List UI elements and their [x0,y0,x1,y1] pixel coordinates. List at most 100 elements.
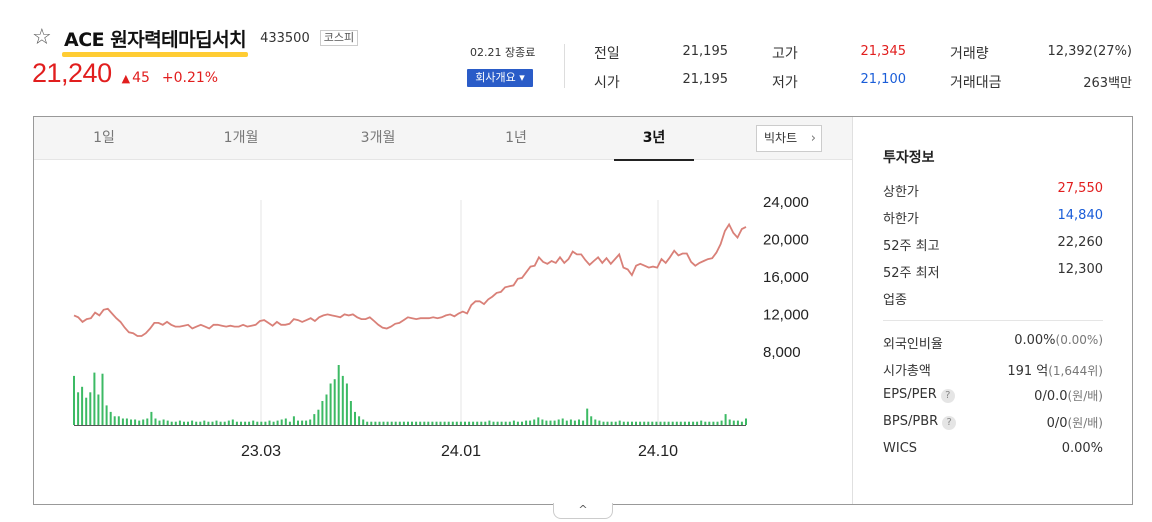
volume-bar [492,421,495,425]
volume-bar [683,421,686,425]
invest-paren: (원/배) [1067,389,1104,403]
price-change: ▲ 45 [122,70,150,86]
volume-bar [402,421,405,425]
volume-bar [162,419,165,425]
volume-bar [692,421,695,425]
invest-row-52w-low: 52주 최저 12,300 [883,256,1103,283]
invest-info: 투자정보 상한가 27,550 하한가 14,840 52주 최고 22,260 52… [883,147,1103,462]
tab-3year[interactable]: 3년 [614,117,694,161]
favorite-star-icon[interactable]: ☆ [32,25,52,50]
tab-3month[interactable]: 3개월 [360,130,396,146]
tab-1day[interactable]: 1일 [93,130,115,146]
volume-bar [537,417,540,425]
volume-bar [313,414,316,425]
volume-bar [301,420,304,425]
up-triangle-icon: ▲ [121,72,131,85]
volume-bar [533,419,536,425]
volume-bar [411,421,413,425]
volume-bar [223,421,226,425]
invest-value-group: 0.00%(0.00%) [1014,333,1103,348]
volume-bar [309,419,312,425]
volume-bar [439,421,442,425]
volume-bar [97,394,100,425]
volume-bar [435,421,438,425]
volume-bar [398,421,401,425]
volume-bar [73,375,75,425]
y-tick-label: 16,000 [763,269,809,286]
volume-bar [606,421,609,425]
volume-bar [732,420,735,425]
volume-bar [419,421,422,425]
volume-bar [284,418,287,425]
volume-bar [276,420,279,425]
volume-bar [700,420,703,425]
price-line [73,222,747,337]
volume-bar [248,421,251,425]
help-icon[interactable]: ? [942,416,957,430]
high-label: 고가 [772,46,798,62]
volume-bar [345,383,348,425]
prev-value: 21,195 [682,44,729,59]
volume-bar [716,421,719,425]
price-chart: 24,000 20,000 16,000 12,000 8,000 23.03 24.01… [73,194,809,460]
company-overview-button[interactable]: 회사개요 ▾ [467,69,533,87]
invest-paren: (0.00%) [1055,333,1103,347]
volume-bar [667,421,670,425]
volume-bar [211,421,214,425]
volume-bar [610,421,613,425]
chart-panel: 1일 1개월 3개월 1년 3년 빅차트 › 24,000 20,000 16,000… [33,116,1133,505]
volume-bar [582,420,585,425]
volume-bar [264,421,267,425]
collapse-button[interactable]: ^ [553,503,613,519]
invest-row-52w-high: 52주 최고 22,260 [883,229,1103,256]
volume-bar [663,421,666,425]
stock-code: 433500 [260,30,310,46]
invest-label: 외국인비율 [883,337,943,352]
change-value: 45 [132,70,150,86]
volume-bars [73,365,747,425]
volume-bar [500,421,503,425]
open-label: 시가 [594,75,620,91]
volume-bar [390,421,393,425]
invest-value: 0/0 [1046,416,1068,431]
volume-bar [378,421,381,425]
invest-value-group: 191 억(1,644위) [1007,360,1103,379]
volume-bar [154,418,157,425]
tab-1month[interactable]: 1개월 [223,130,259,146]
market-badge: 코스피 [319,30,359,46]
volume-bar [602,421,605,425]
volume-bar [480,421,483,425]
volume-bar [472,421,475,425]
volume-bar [366,421,369,425]
volume-bar [231,419,234,425]
volume-bar [386,421,389,425]
volume-bar [545,420,548,425]
volume-bar [594,419,597,425]
volume-bar [447,421,450,425]
invest-divider [883,320,1103,321]
help-icon[interactable]: ? [940,389,955,403]
volume-bar [142,419,145,425]
volume-bar [170,421,173,425]
big-chart-button[interactable]: 빅차트 › [756,125,822,152]
invest-label: BPS/PBR [883,414,939,429]
invest-row-foreign: 외국인비율 0.00%(0.00%) [883,327,1103,354]
invest-value: 0.00% [1061,441,1103,456]
stock-name[interactable]: ACE 원자력테마딥서치 [62,25,249,57]
invest-row-eps-per: EPS/PER? 0/0.0(원/배) [883,381,1103,408]
low-value: 21,100 [860,72,907,87]
title-row: ☆ ACE 원자력테마딥서치 433500 코스피 [32,24,359,57]
tab-1year[interactable]: 1년 [505,130,527,146]
volume-bar [720,420,723,425]
volume-bar [468,421,471,425]
volume-bar [362,419,365,425]
volume-bar [565,420,568,425]
current-price: 21,240 [32,58,112,88]
volume-bar [337,365,340,425]
volume-bar [745,418,747,425]
volume-bar [349,401,352,425]
volume-bar [121,418,124,425]
volume-bar [512,420,515,425]
volume-bar [109,411,112,425]
volume-bar [325,394,328,425]
